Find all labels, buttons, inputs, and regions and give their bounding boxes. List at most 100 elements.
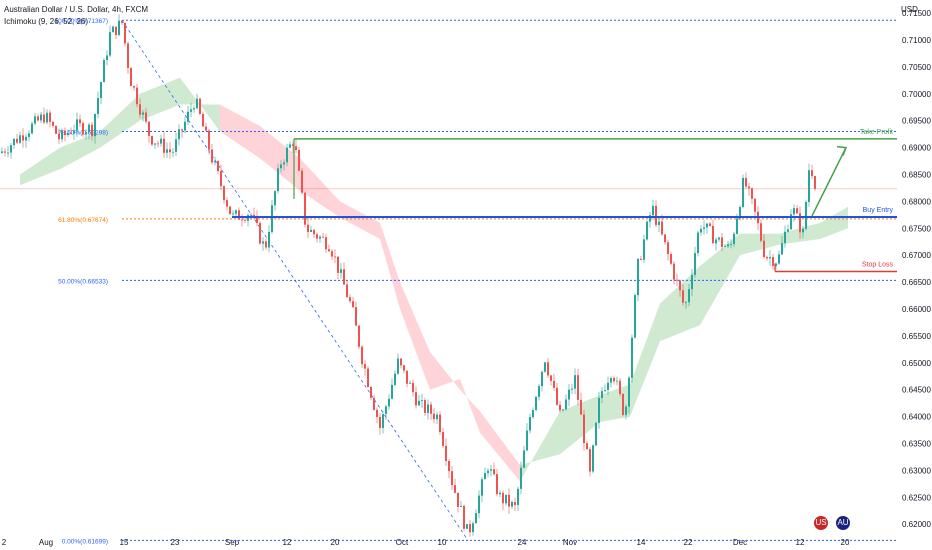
cloud-segment	[400, 282, 430, 390]
candle-body	[319, 236, 321, 239]
candle-body	[751, 188, 753, 199]
candle-body	[328, 249, 330, 252]
candle-body	[496, 474, 498, 495]
fib-label: 0.00%(0.61699)	[62, 538, 108, 545]
candle-body	[559, 404, 561, 411]
chart-title: Australian Dollar / U.S. Dollar, 4h, FXC…	[4, 5, 149, 14]
candle-body	[799, 213, 801, 233]
time-axis[interactable]: 2 Aug 15 23 Sep 12 20 Oct 10 24 Nov 14 22 Dec 12 20	[2, 538, 850, 547]
candle-body	[781, 243, 783, 255]
cloud-segment	[520, 411, 560, 482]
fib-label: 100.00%(0.71367)	[55, 18, 109, 25]
candle-body	[136, 87, 138, 105]
candle-body	[463, 505, 465, 529]
candle-body	[163, 138, 165, 153]
cloud-segment	[740, 233, 780, 256]
time-tick-label: Oct	[396, 538, 409, 547]
candle-body	[586, 443, 588, 450]
candle-body	[532, 410, 534, 418]
candle-body	[73, 130, 75, 134]
candle-body	[352, 301, 354, 308]
cloud-segment	[300, 158, 340, 218]
price-tick-label: 0.66000	[902, 305, 931, 314]
fib-trend-line	[121, 20, 469, 541]
candle-body	[475, 513, 477, 524]
candle-body	[580, 399, 582, 415]
candle-body	[49, 112, 51, 122]
candle-body	[34, 116, 36, 124]
candle-body	[388, 398, 390, 407]
price-tick-label: 0.68500	[902, 170, 931, 179]
candle-body	[583, 414, 585, 444]
candle-body	[187, 111, 189, 122]
candle-body	[742, 177, 744, 207]
candle-body	[331, 251, 333, 257]
fib-label: 50.00%(0.66533)	[58, 278, 108, 285]
time-tick-label: 23	[171, 538, 180, 547]
candle-body	[379, 417, 381, 428]
candle-body	[715, 239, 717, 244]
candle-body	[784, 231, 786, 244]
us-event-flag-icon[interactable]: US	[814, 516, 828, 530]
candle-body	[547, 362, 549, 376]
candle-body	[793, 208, 795, 215]
candle-body	[421, 400, 423, 401]
candle-body	[70, 133, 72, 134]
candle-body	[313, 229, 315, 235]
candle-body	[811, 170, 813, 177]
projection-arrow-head	[836, 145, 848, 156]
candle-body	[649, 215, 651, 222]
candle-body	[766, 257, 768, 259]
candle-body	[592, 445, 594, 472]
candle-body	[403, 365, 405, 371]
candle-body	[340, 269, 342, 273]
candle-body	[226, 200, 228, 207]
candle-body	[472, 523, 474, 533]
candle-body	[37, 116, 39, 121]
candle-body	[355, 307, 357, 326]
candle-body	[265, 241, 267, 248]
indicator-label[interactable]: Ichimoku (9, 26, 52, 26)	[4, 17, 89, 26]
cloud-segment	[100, 93, 140, 148]
candle-body	[229, 206, 231, 215]
cloud-segment	[700, 233, 740, 326]
candle-body	[691, 274, 693, 290]
candle-body	[553, 380, 555, 388]
candle-body	[301, 170, 303, 193]
time-tick-label: Aug	[39, 538, 53, 547]
au-event-flag-icon[interactable]: AU	[836, 516, 850, 530]
candle-body	[637, 258, 639, 296]
candle-body	[91, 124, 93, 137]
candle-body	[166, 149, 168, 153]
candle-body	[700, 228, 702, 233]
candle-body	[712, 225, 714, 244]
price-tick-label: 0.63000	[902, 466, 931, 475]
candle-body	[157, 143, 159, 145]
candle-body	[235, 210, 237, 214]
candle-body	[397, 358, 399, 374]
candle-body	[487, 470, 489, 474]
candle-body	[208, 130, 210, 150]
candle-body	[595, 422, 597, 446]
candle-body	[172, 151, 174, 153]
candle-body	[1, 151, 3, 153]
price-tick-label: 0.66500	[902, 278, 931, 287]
candle-body	[763, 240, 765, 258]
time-tick-label: 10	[438, 538, 447, 547]
candle-body	[343, 269, 345, 285]
price-tick-label: 0.70500	[902, 63, 931, 72]
candle-body	[22, 135, 24, 141]
price-axis[interactable]: 0.71500 0.71000 0.70500 0.70000 0.69500 0.690…	[897, 0, 932, 550]
candle-body	[613, 377, 615, 382]
candle-body	[337, 256, 339, 273]
candle-body	[451, 471, 453, 486]
candle-body	[238, 210, 240, 220]
time-tick-label: Dec	[733, 538, 747, 547]
candle-body	[718, 237, 720, 240]
candle-body	[40, 114, 42, 121]
time-tick-label: Nov	[563, 538, 577, 547]
candle-body	[619, 380, 621, 395]
candle-body	[502, 492, 504, 504]
candle-body	[424, 400, 426, 413]
